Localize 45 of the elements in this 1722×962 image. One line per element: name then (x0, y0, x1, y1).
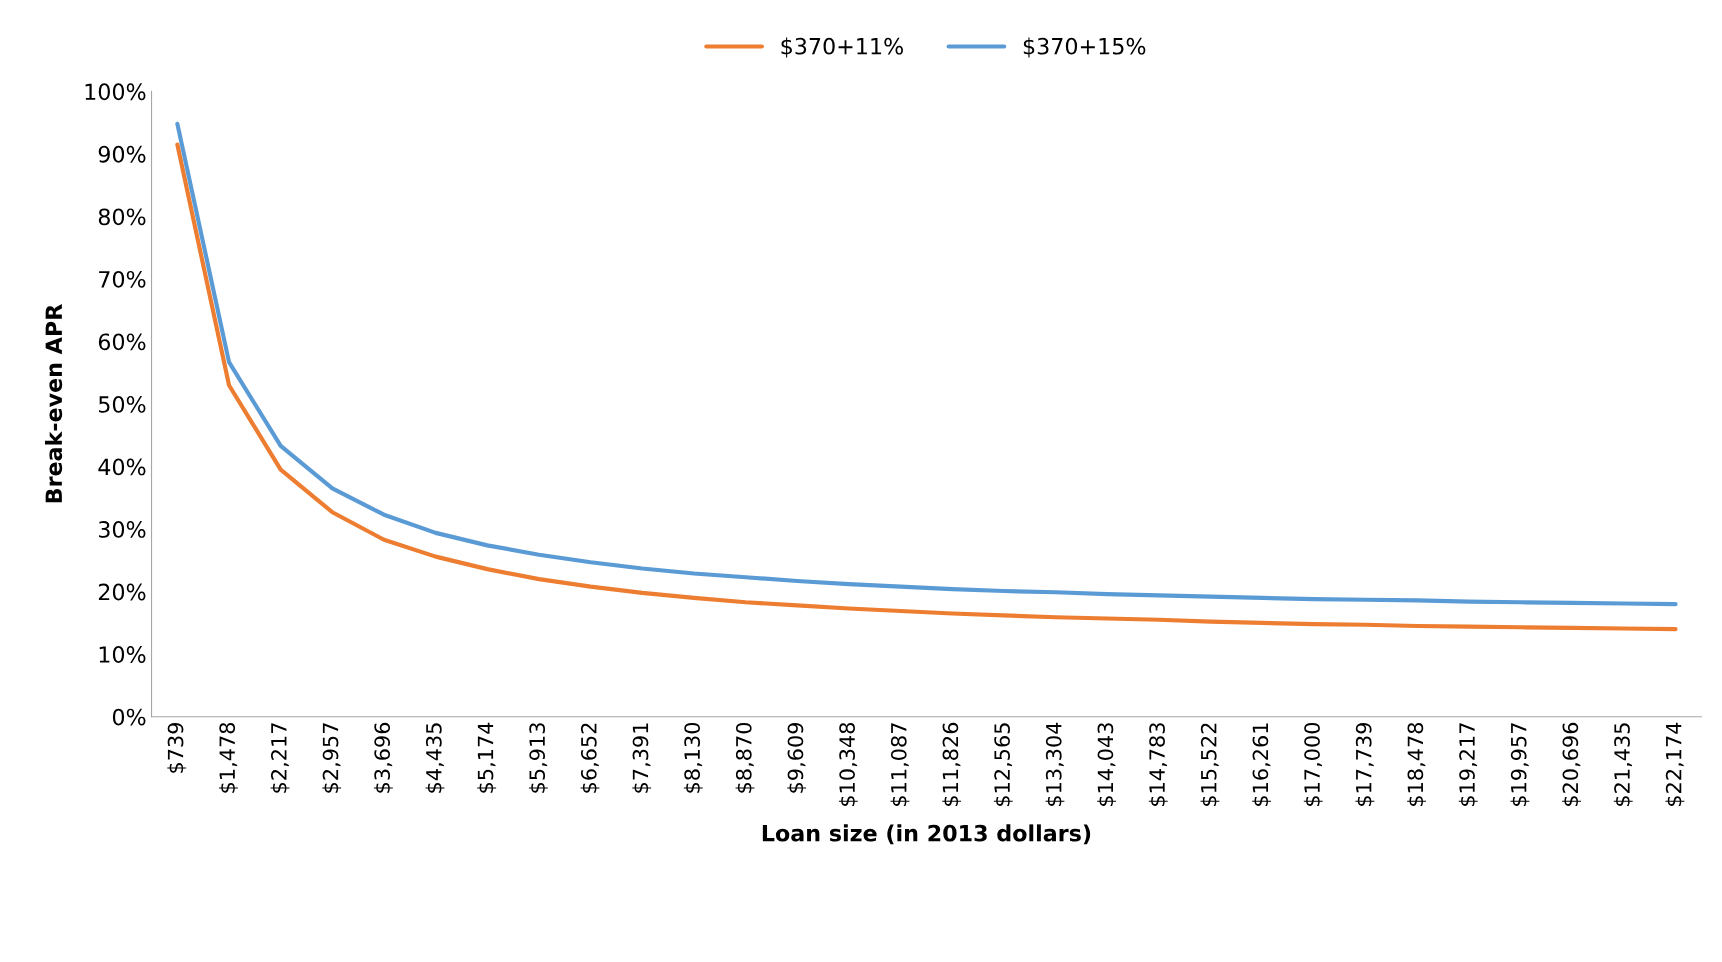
y-tick-label: 10% (99, 646, 146, 663)
y-tick-label: 60% (98, 333, 146, 351)
y-tick-label: 90% (98, 145, 146, 163)
x-tick-label: $17,739 (1355, 723, 1375, 806)
x-tick-label: $8,870 (735, 722, 755, 793)
x-tick-label: $739 (167, 723, 187, 773)
x-tick-label: $16,261 (1252, 723, 1272, 806)
x-tick-label: $14,043 (1097, 723, 1117, 806)
x-axis-title: Loan size (in 2013 dollars) (762, 824, 1091, 845)
x-tick-label: $5,174 (477, 722, 497, 793)
x-tick-label: $3,696 (373, 722, 393, 793)
y-axis-title: Break-even APR (44, 304, 63, 503)
x-tick-label: $9,609 (787, 723, 807, 793)
x-tick-label: $13,304 (1045, 722, 1065, 806)
x-tick-label: $7,391 (632, 723, 652, 793)
x-tick-label: $11,826 (942, 722, 962, 806)
x-tick-label: $1,478 (218, 722, 238, 793)
x-tick-label: $19,957 (1510, 723, 1530, 806)
y-tick-label: 100% (85, 83, 146, 101)
x-tick-label: $14,783 (1148, 723, 1168, 806)
y-tick-label: 0% (112, 708, 146, 726)
x-tick-label: $17,000 (1303, 722, 1323, 806)
x-tick-label: $8,130 (683, 722, 703, 793)
x-tick-label: $6,652 (580, 723, 600, 793)
x-tick-label: $22,174 (1665, 722, 1685, 806)
x-tick-label: $19,217 (1458, 723, 1478, 806)
legend-label: $370+15% (1023, 37, 1146, 58)
y-tick-label: 70% (99, 270, 146, 288)
y-tick-label: 30% (98, 521, 146, 538)
x-tick-label: $15,522 (1200, 723, 1220, 806)
x-tick-label: $18,478 (1407, 722, 1427, 806)
legend-label: $370+11% (781, 37, 903, 58)
y-tick-label: 80% (98, 208, 146, 226)
x-tick-label: $11,087 (890, 723, 910, 806)
y-tick-label: 40% (98, 458, 146, 476)
x-tick-label: $5,913 (528, 723, 548, 793)
x-tick-label: $4,435 (425, 723, 445, 793)
x-tick-label: $2,957 (322, 723, 342, 793)
x-tick-label: $20,696 (1562, 722, 1581, 806)
x-tick-label: $2,217 (270, 723, 290, 793)
x-tick-label: $10,348 (838, 722, 858, 806)
y-tick-label: 50% (99, 395, 146, 413)
x-tick-label: $12,565 (993, 723, 1013, 806)
y-tick-label: 20% (98, 583, 146, 601)
x-tick-label: $21,435 (1613, 723, 1633, 806)
